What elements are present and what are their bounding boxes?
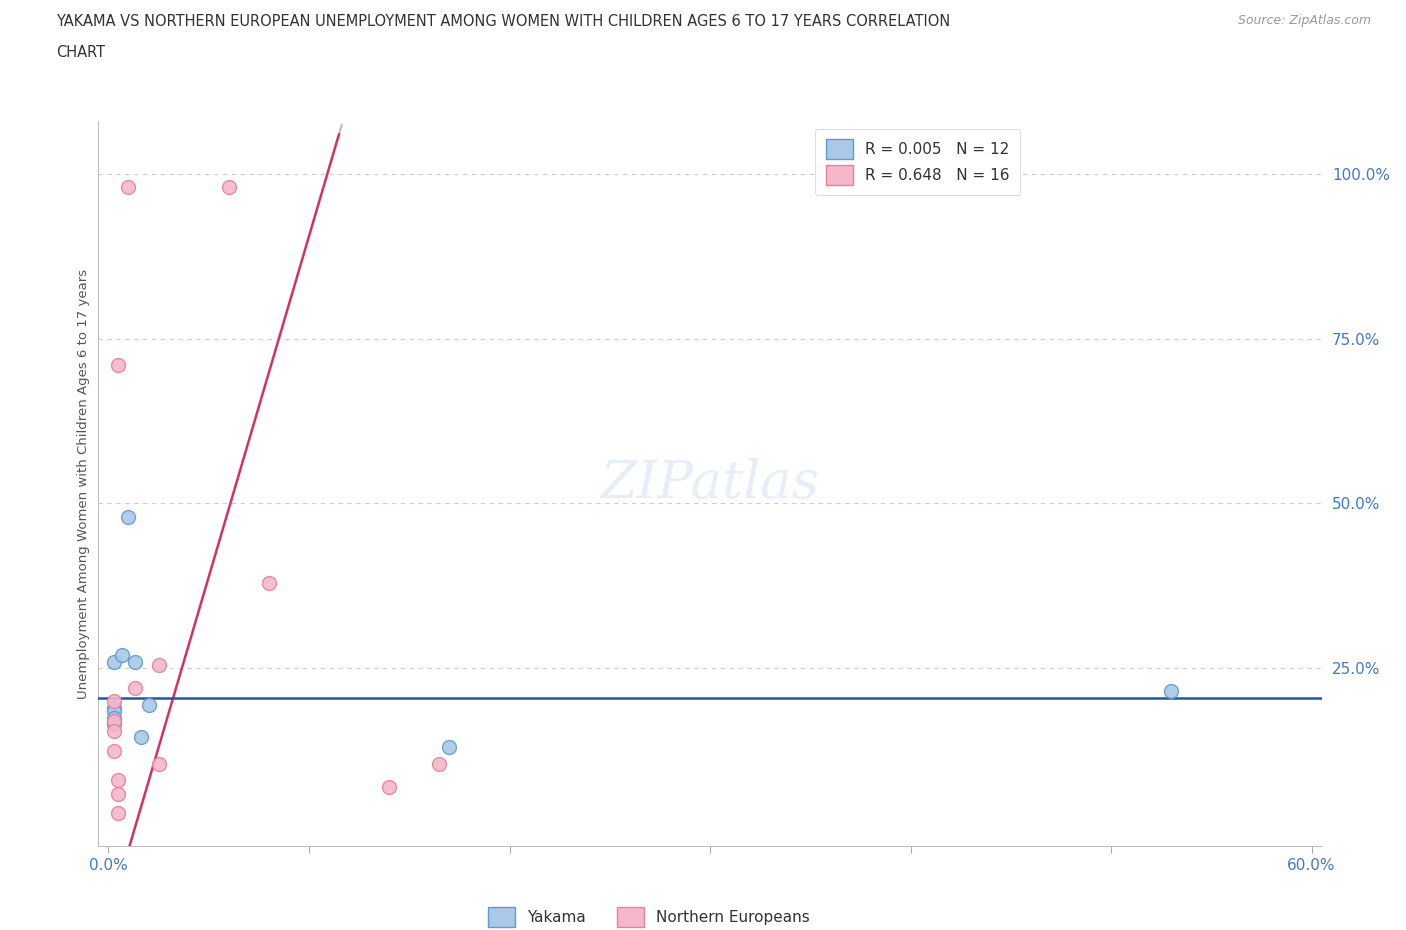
Point: [103, 724, 125, 738]
Point: [111, 647, 134, 662]
Point: [148, 658, 170, 672]
Point: [117, 179, 139, 194]
Point: [378, 779, 401, 794]
Text: CHART: CHART: [56, 45, 105, 60]
Point: [148, 756, 170, 771]
Point: [107, 786, 129, 801]
Y-axis label: Unemployment Among Women with Children Ages 6 to 17 years: Unemployment Among Women with Children A…: [77, 269, 90, 698]
Point: [103, 713, 125, 728]
Point: [129, 730, 152, 745]
Point: [103, 654, 125, 669]
Text: YAKAMA VS NORTHERN EUROPEAN UNEMPLOYMENT AMONG WOMEN WITH CHILDREN AGES 6 TO 17 : YAKAMA VS NORTHERN EUROPEAN UNEMPLOYMENT…: [56, 14, 950, 29]
Point: [107, 357, 129, 372]
Point: [257, 575, 280, 590]
Point: [124, 681, 146, 696]
Point: [218, 179, 240, 194]
Point: [117, 509, 139, 524]
Point: [427, 756, 450, 771]
Text: ZIPatlas: ZIPatlas: [600, 458, 820, 509]
Point: [103, 694, 125, 709]
Point: [103, 717, 125, 732]
Point: [103, 743, 125, 758]
Legend: Yakama, Northern Europeans: Yakama, Northern Europeans: [481, 901, 817, 930]
Point: [138, 698, 160, 712]
Point: [107, 773, 129, 788]
Point: [439, 740, 461, 755]
Point: [107, 806, 129, 821]
Point: [103, 711, 125, 725]
Point: [1160, 684, 1182, 698]
Point: [103, 700, 125, 715]
Point: [124, 654, 146, 669]
Text: Source: ZipAtlas.com: Source: ZipAtlas.com: [1237, 14, 1371, 27]
Point: [103, 704, 125, 719]
